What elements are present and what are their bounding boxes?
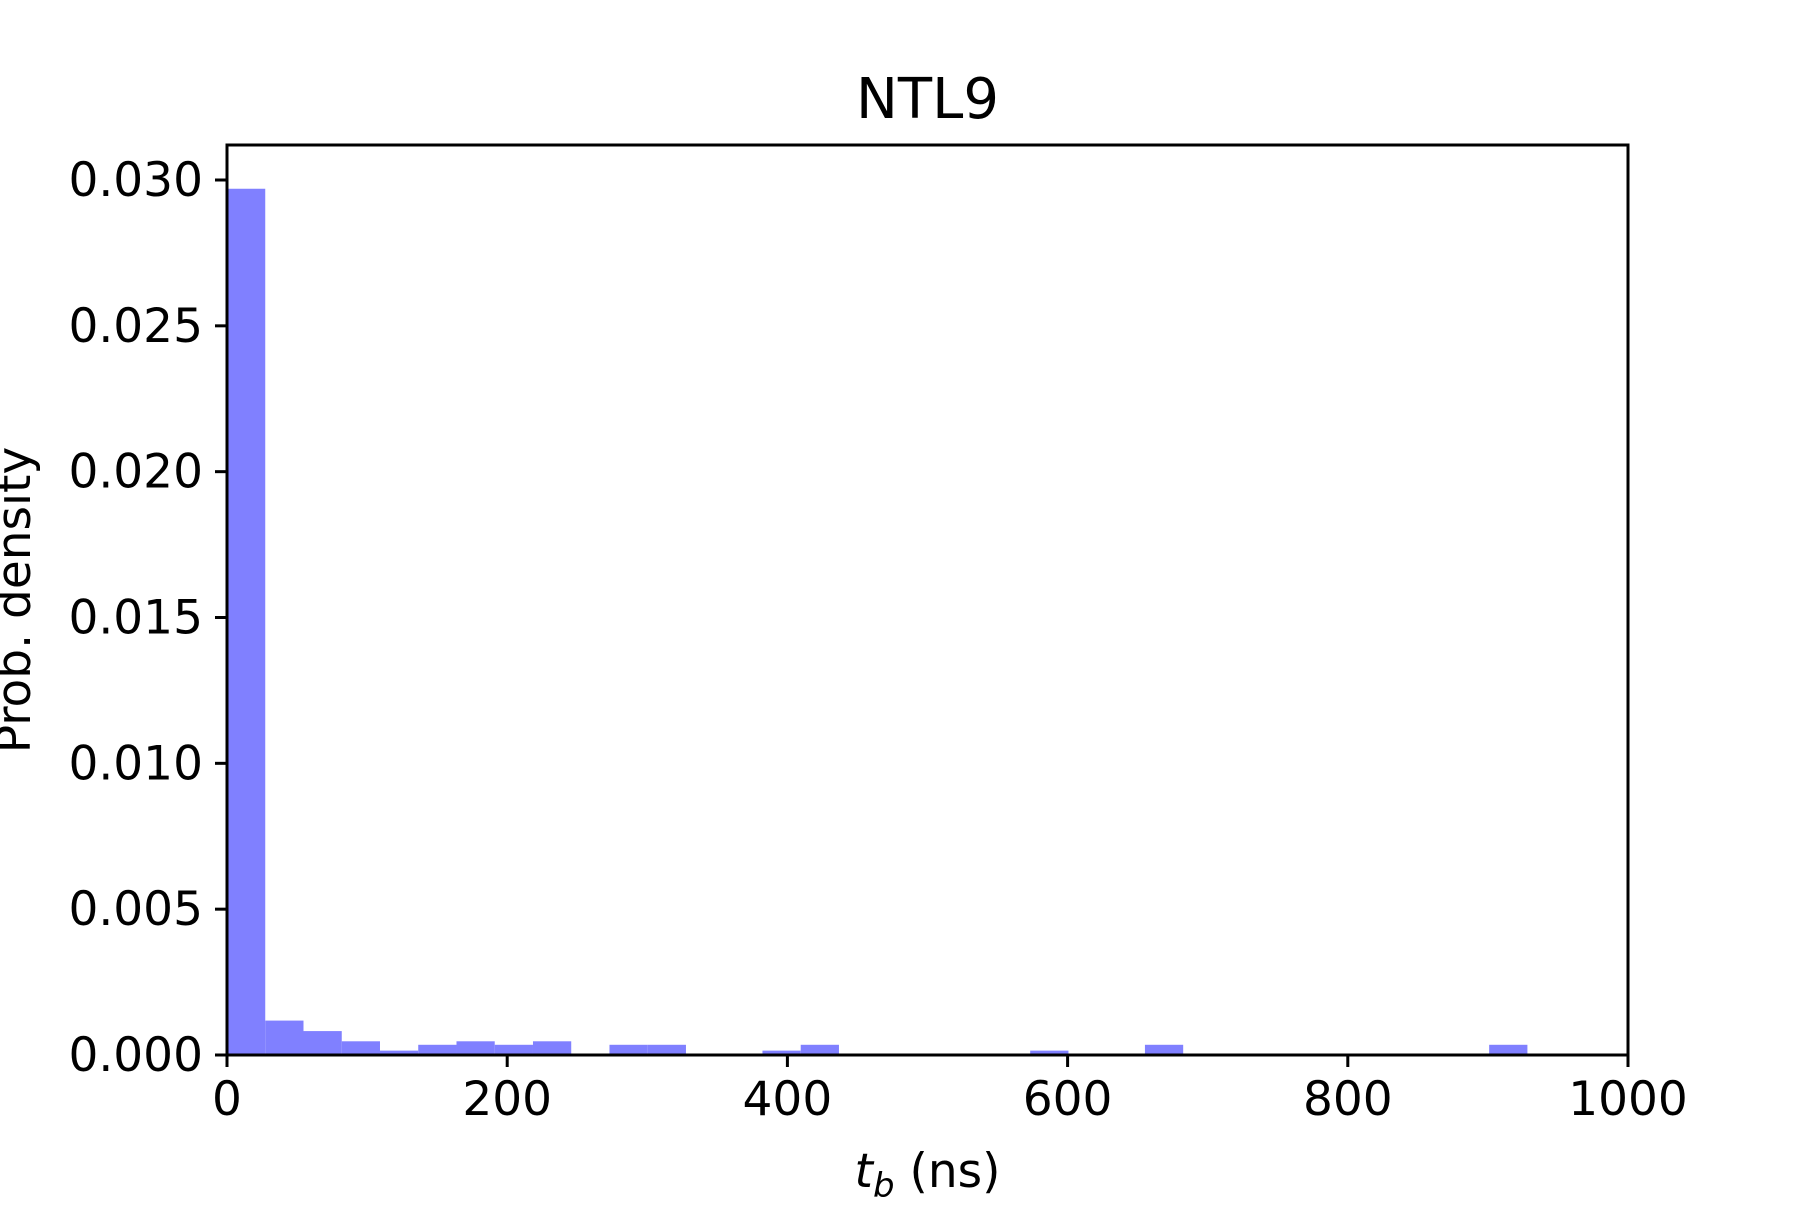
x-axis-label: tb (ns) <box>855 1144 1001 1200</box>
x-axis-label-unit: (ns) <box>895 1144 1001 1199</box>
y-axis-label: Prob. density <box>0 447 42 754</box>
histogram-bar-4 <box>379 1050 419 1055</box>
y-axis: 0.000 0.005 0.010 0.015 0.020 0.025 0.030 <box>68 153 227 1083</box>
histogram-bar-13 <box>1030 1050 1069 1055</box>
y-tick-label: 0.030 <box>68 153 203 208</box>
histogram-bar-1 <box>265 1020 304 1055</box>
histogram-bar-7 <box>494 1044 533 1055</box>
histogram-bar-15 <box>1489 1044 1528 1055</box>
histogram-bar-2 <box>303 1031 342 1055</box>
x-tick-label: 600 <box>1023 1072 1113 1127</box>
histogram-bar-9 <box>609 1044 648 1055</box>
histogram-bar-11 <box>762 1050 801 1055</box>
x-tick-label: 800 <box>1303 1072 1393 1127</box>
histogram-bar-14 <box>1144 1044 1184 1055</box>
chart-title: NTL9 <box>856 67 999 132</box>
x-axis-label-symbol: t <box>855 1144 875 1199</box>
x-axis-label-subscript: b <box>873 1166 895 1200</box>
y-tick-label: 0.015 <box>68 591 203 646</box>
x-tick-label: 1000 <box>1568 1072 1688 1127</box>
y-tick-label: 0.020 <box>68 445 203 500</box>
histogram-bar-12 <box>800 1044 839 1055</box>
y-tick-label: 0.000 <box>68 1028 203 1083</box>
y-tick-label: 0.005 <box>68 882 203 937</box>
x-tick-label: 200 <box>462 1072 552 1127</box>
histogram-bar-0 <box>227 188 266 1055</box>
x-axis: 0 200 400 600 800 1000 <box>212 1055 1688 1127</box>
x-tick-label: 400 <box>743 1072 833 1127</box>
histogram-bar-8 <box>532 1041 572 1055</box>
histogram-bar-6 <box>456 1041 495 1055</box>
histogram-bar-10 <box>647 1044 686 1055</box>
y-tick-label: 0.025 <box>68 299 203 354</box>
histogram-bar-5 <box>418 1044 457 1055</box>
bars-group <box>227 188 1528 1055</box>
histogram-bar-3 <box>341 1041 380 1055</box>
y-tick-label: 0.010 <box>68 736 203 791</box>
x-tick-label: 0 <box>212 1072 242 1127</box>
plot-frame <box>225 143 1630 1057</box>
